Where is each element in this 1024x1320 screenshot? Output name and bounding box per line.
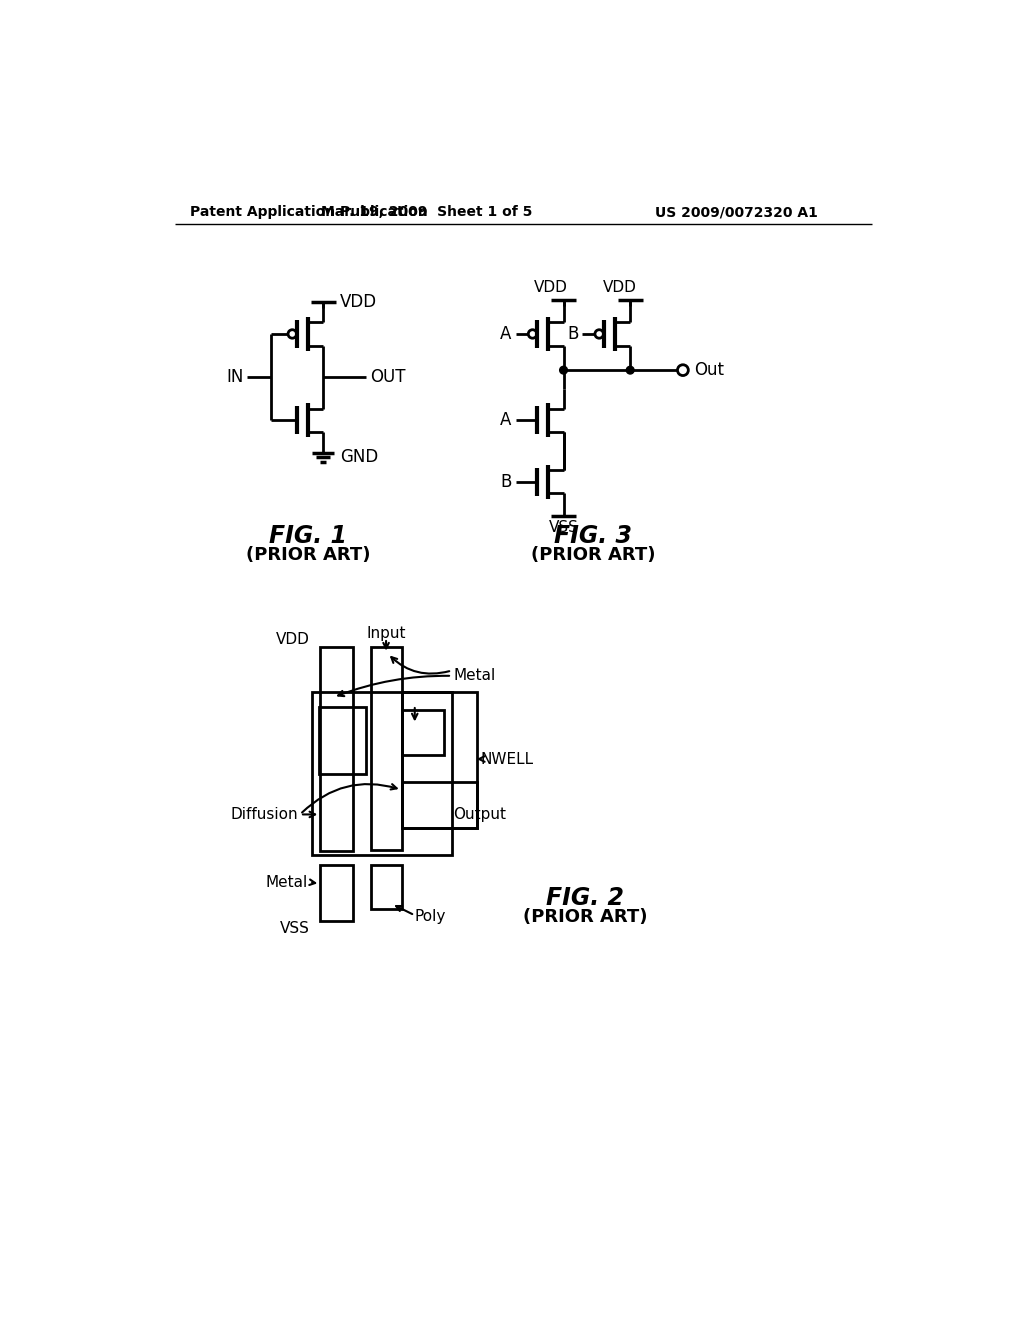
Text: Poly: Poly <box>415 909 446 924</box>
Text: FIG. 1: FIG. 1 <box>268 524 347 548</box>
Circle shape <box>627 367 634 374</box>
Text: FIG. 3: FIG. 3 <box>554 524 632 548</box>
Bar <box>311 692 452 855</box>
Bar <box>321 647 352 851</box>
Text: VDD: VDD <box>340 293 378 310</box>
Text: B: B <box>567 325 579 343</box>
Text: VDD: VDD <box>535 280 568 296</box>
Bar <box>401 781 477 829</box>
Bar <box>371 866 401 909</box>
Text: Metal: Metal <box>265 875 308 890</box>
Text: Patent Application Publication: Patent Application Publication <box>190 206 428 219</box>
Text: Out: Out <box>693 362 724 379</box>
Text: IN: IN <box>227 368 245 385</box>
Bar <box>401 692 477 829</box>
Bar <box>401 710 444 755</box>
Text: B: B <box>501 473 512 491</box>
Text: OUT: OUT <box>370 368 406 385</box>
Bar <box>319 706 366 775</box>
Text: US 2009/0072320 A1: US 2009/0072320 A1 <box>655 206 818 219</box>
Text: VDD: VDD <box>276 632 310 647</box>
Circle shape <box>560 367 567 374</box>
Text: VSS: VSS <box>281 921 310 936</box>
Text: VSS: VSS <box>549 520 579 536</box>
Bar <box>321 866 352 921</box>
Text: Metal: Metal <box>454 668 496 684</box>
Text: Input: Input <box>367 626 406 642</box>
Text: A: A <box>501 325 512 343</box>
Text: A: A <box>501 412 512 429</box>
Text: Diffusion: Diffusion <box>230 807 299 822</box>
Text: (PRIOR ART): (PRIOR ART) <box>530 546 655 564</box>
Text: VDD: VDD <box>602 280 636 296</box>
Text: FIG. 2: FIG. 2 <box>546 886 625 909</box>
Text: (PRIOR ART): (PRIOR ART) <box>246 546 370 564</box>
Text: NWELL: NWELL <box>480 751 534 767</box>
Bar <box>371 647 401 850</box>
Text: Mar. 19, 2009  Sheet 1 of 5: Mar. 19, 2009 Sheet 1 of 5 <box>321 206 532 219</box>
Text: GND: GND <box>340 449 379 466</box>
Text: Output: Output <box>454 807 507 822</box>
Text: (PRIOR ART): (PRIOR ART) <box>523 908 647 925</box>
